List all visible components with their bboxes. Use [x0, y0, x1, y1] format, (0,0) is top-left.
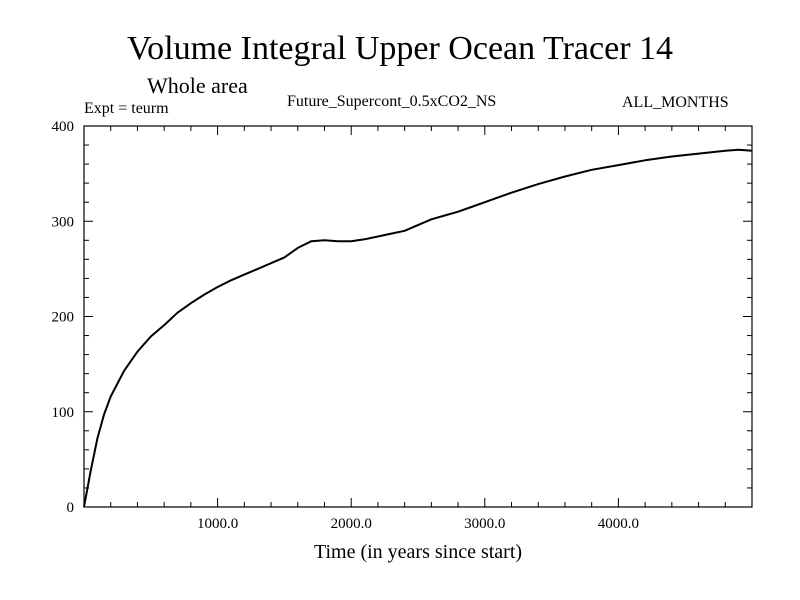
- plot-frame: [83, 125, 753, 508]
- axis-ticks: [83, 125, 753, 508]
- y-tick-label: 300: [52, 214, 75, 230]
- months-label: ALL_MONTHS: [622, 94, 729, 111]
- y-tick-label: 200: [52, 310, 75, 326]
- chart-title: Volume Integral Upper Ocean Tracer 14: [126, 30, 674, 67]
- x-tick-label: 3000.0: [464, 516, 505, 532]
- y-tick-label: 400: [52, 119, 75, 135]
- x-tick-label: 2000.0: [331, 516, 372, 532]
- x-tick-label: 4000.0: [598, 516, 639, 532]
- tick-labels: 0 100 200 300 400 1000.0 2000.0 3000.0 4000.0: [52, 119, 640, 532]
- chart-subtitle: Whole area: [147, 73, 248, 98]
- experiment-id-label: Expt = teurm: [84, 100, 169, 117]
- y-tick-label: 0: [67, 500, 75, 516]
- x-tick-label: 1000.0: [197, 516, 238, 532]
- x-axis-label: Time (in years since start): [313, 541, 523, 563]
- data-series-line: [83, 148, 753, 508]
- experiment-name-label: Future_Supercont_0.5xCO2_NS: [287, 93, 497, 110]
- y-tick-label: 100: [52, 405, 75, 421]
